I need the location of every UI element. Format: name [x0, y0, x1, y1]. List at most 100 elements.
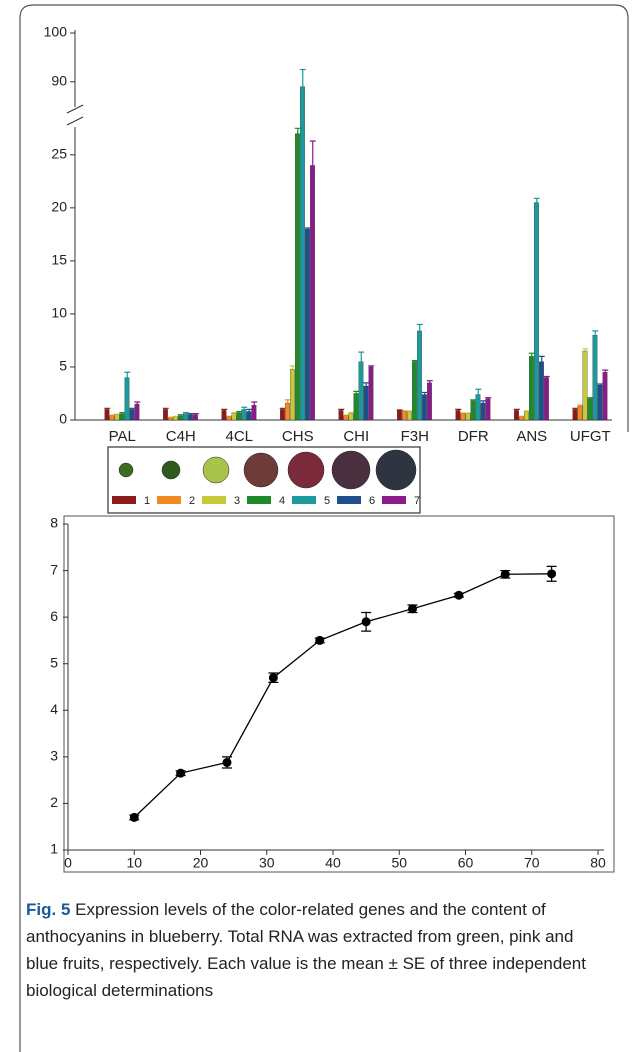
error-bar [475, 389, 481, 394]
error-bar [295, 128, 301, 133]
error-bar [514, 409, 520, 410]
error-bar [480, 401, 486, 403]
bar [125, 378, 129, 420]
bar [222, 410, 226, 420]
bar [578, 406, 582, 420]
y-tick-label: 90 [51, 72, 67, 88]
error-bar [168, 417, 174, 418]
error-bar [338, 409, 344, 410]
error-bar [124, 372, 130, 377]
error-bar [412, 361, 418, 362]
bar [427, 383, 431, 420]
legend-label: 2 [189, 495, 195, 507]
bar [280, 409, 284, 420]
fruit-icon [119, 463, 133, 477]
bar [349, 414, 353, 420]
y-tick-label: 10 [51, 305, 67, 321]
error-bar [193, 414, 199, 415]
bar [295, 134, 299, 420]
error-bar [397, 410, 403, 411]
bar [300, 87, 304, 420]
legend-label: 7 [414, 495, 420, 507]
page: {"chart_data": [ {"type": "bar", "catego… [0, 0, 633, 1052]
error-bar [572, 408, 578, 409]
error-bar [519, 416, 525, 417]
error-bar [587, 398, 593, 399]
y-tick-label: 20 [51, 199, 67, 215]
bar [120, 414, 124, 420]
error-bar [602, 370, 608, 372]
bar [422, 395, 426, 420]
error-bar [465, 413, 471, 414]
bar [237, 413, 241, 420]
error-bar [104, 408, 110, 409]
y-tick-label: 1 [50, 841, 58, 857]
error-bar [534, 198, 540, 202]
bar [344, 416, 348, 420]
bar [402, 412, 406, 420]
legend-label: 5 [324, 495, 330, 507]
legend-swatch [292, 496, 316, 504]
x-tick-label: 4CL [225, 428, 253, 445]
error-bar [422, 392, 428, 394]
y-tick-label: 4 [50, 701, 58, 717]
bar [163, 409, 167, 420]
error-bar [592, 331, 598, 335]
bar [285, 403, 289, 420]
y-tick-label: 7 [50, 561, 58, 577]
y-tick-label: 100 [44, 24, 68, 40]
error-bar [226, 416, 232, 417]
point [269, 673, 278, 682]
bar [593, 335, 597, 420]
bar [115, 415, 119, 420]
x-tick-label: ANS [516, 428, 547, 445]
error-bar [455, 409, 461, 410]
legend-swatch [247, 496, 271, 504]
bar [524, 412, 528, 420]
bar [471, 401, 475, 420]
point [130, 813, 139, 822]
bar [247, 412, 251, 420]
bar [173, 417, 177, 420]
error-bar [368, 366, 374, 367]
bar [242, 409, 246, 420]
bar [534, 203, 538, 420]
bar [232, 414, 236, 420]
legend-swatch [202, 496, 226, 504]
error-bar [363, 383, 369, 386]
bar [252, 405, 256, 420]
bar [466, 414, 470, 420]
error-bar [407, 411, 413, 412]
x-tick-label: C4H [166, 428, 196, 445]
error-bar [173, 416, 179, 417]
bar [603, 372, 607, 420]
x-tick-label: 20 [193, 855, 209, 871]
bar [193, 415, 197, 420]
error-bar [129, 408, 135, 409]
error-bar [524, 411, 530, 412]
error-bar [348, 413, 354, 414]
bar [529, 356, 533, 420]
bar [369, 367, 373, 420]
x-tick-label: 60 [458, 855, 474, 871]
x-tick-label: UFGT [570, 428, 611, 445]
bar [417, 331, 421, 420]
point [408, 604, 417, 613]
x-tick-label: PAL [109, 428, 136, 445]
bar [290, 369, 294, 420]
error-bar [529, 353, 535, 356]
error-bar [231, 413, 237, 414]
fruit-icon [332, 451, 370, 489]
error-bar [485, 398, 491, 399]
bar [412, 362, 416, 420]
bar [456, 410, 460, 420]
figure-border [20, 5, 628, 1052]
error-bar [353, 391, 359, 393]
bar [354, 393, 358, 420]
y-tick-label: 2 [50, 794, 58, 810]
y-tick-label: 3 [50, 748, 58, 764]
bar [514, 410, 518, 420]
bar [339, 410, 343, 420]
point [362, 617, 371, 626]
fruit-icon [376, 450, 416, 490]
